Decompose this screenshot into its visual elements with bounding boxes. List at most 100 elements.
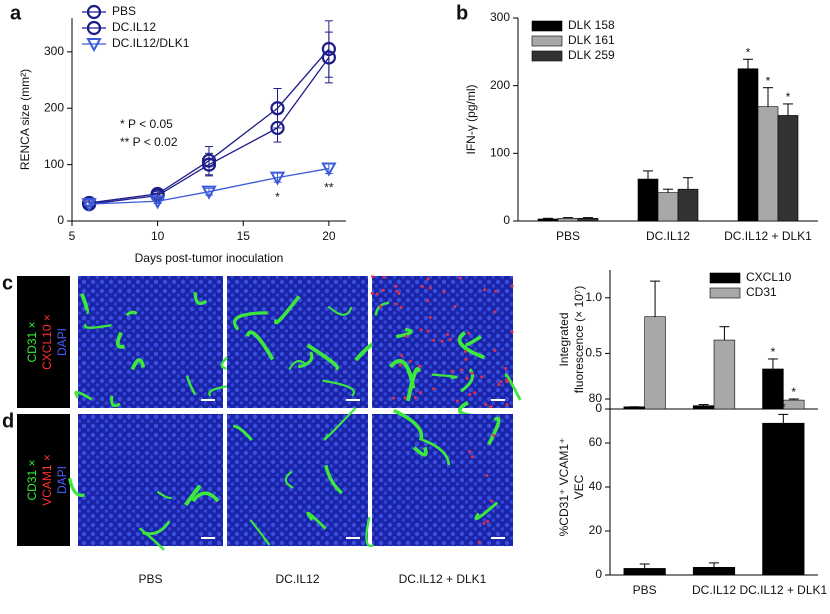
vessel [193, 292, 208, 306]
vessel [249, 519, 271, 546]
bar [677, 188, 699, 222]
error-bar [683, 177, 693, 190]
point-marker [201, 157, 217, 172]
red-signal [391, 396, 395, 400]
legend-label: CD31 [746, 285, 777, 299]
vessel [232, 424, 253, 442]
bar [692, 405, 715, 410]
error-bar [783, 103, 793, 116]
red-signal [403, 396, 407, 400]
column-label: DC.IL12 [275, 572, 319, 586]
x-tick-label: DC.IL12 + DLK1 [724, 229, 812, 243]
red-signal [510, 284, 514, 288]
point-marker [81, 198, 97, 213]
red-signal [480, 375, 484, 379]
legend-label: PBS [112, 4, 136, 18]
point-marker [149, 195, 166, 210]
red-signal [477, 540, 481, 544]
bar [692, 566, 736, 576]
red-signal [489, 499, 493, 503]
vessel [220, 356, 229, 370]
red-signal [505, 403, 509, 407]
significance-marker: * [791, 385, 796, 399]
bar [777, 115, 799, 222]
red-signal [453, 305, 457, 309]
significance-marker: * [275, 190, 280, 204]
y-tick-label: 40 [589, 479, 603, 493]
vessel [392, 408, 424, 442]
point-marker [269, 171, 286, 186]
y-tick-label: 60 [589, 435, 603, 449]
stain-label: DAPI [55, 466, 69, 494]
x-tick-label: DC.IL12 [646, 229, 690, 243]
x-tick-label: 5 [69, 229, 76, 243]
x-tick-label: 20 [322, 229, 336, 243]
red-signal [458, 276, 462, 280]
stain-label: CXCL10 × [40, 314, 54, 370]
vessel [156, 490, 173, 500]
y-tick-label: 300 [44, 44, 64, 58]
point-marker [321, 50, 336, 65]
vessel [185, 375, 197, 396]
x-tick-label: PBS [556, 229, 580, 243]
vessel [487, 416, 501, 446]
y-tick-label: 80 [589, 391, 603, 405]
y-tick-label: 200 [44, 100, 64, 114]
vessel [138, 527, 165, 551]
bar [762, 422, 805, 576]
vessel [474, 501, 499, 521]
red-signal [467, 331, 471, 335]
vessel [405, 367, 422, 402]
vessel [233, 311, 268, 331]
red-signal [450, 369, 454, 373]
vessel [422, 438, 451, 466]
red-signal [418, 364, 422, 368]
error-bar [719, 326, 730, 341]
bar [577, 217, 599, 222]
vessel [323, 407, 357, 441]
stain-label: DAPI [55, 328, 69, 356]
vessel [504, 373, 522, 401]
point-marker [201, 185, 217, 200]
legend-label: DC.IL12 [112, 20, 156, 34]
red-signal [493, 310, 497, 314]
legend-swatch [531, 20, 563, 32]
significance-marker: * [786, 90, 791, 104]
significance-marker: * [781, 401, 786, 415]
micrograph-background [372, 414, 513, 546]
red-signal [504, 366, 508, 370]
legend-label: DC.IL12/DLK1 [112, 36, 190, 50]
y-tick-label: 200 [490, 78, 510, 92]
legend-swatch [709, 287, 741, 299]
red-signal [465, 376, 469, 380]
bar [657, 192, 679, 222]
note: ** P < 0.02 [120, 135, 178, 149]
error-bar [743, 58, 753, 69]
error-bar [663, 188, 673, 193]
vessel [327, 305, 353, 316]
red-signal [494, 289, 498, 293]
vessel [465, 335, 482, 347]
error-bar [778, 413, 789, 424]
legend-label: DLK 259 [568, 48, 615, 62]
y-tick-label: 20 [589, 523, 603, 537]
red-signal [446, 332, 450, 336]
y-axis-label: RENCA size (mm²) [18, 69, 32, 170]
red-signal [510, 330, 514, 334]
vessel [460, 368, 474, 393]
vessel [130, 358, 146, 371]
red-signal [381, 288, 385, 292]
y-tick-label: 0.5 [585, 346, 602, 360]
red-signal [428, 316, 432, 320]
red-signal [404, 334, 408, 338]
stain-label-box [17, 276, 70, 408]
red-signal [483, 288, 487, 292]
red-signal [432, 387, 436, 391]
red-signal [473, 391, 477, 395]
x-tick-label: 10 [151, 229, 165, 243]
red-signal [400, 354, 404, 358]
vessel [284, 470, 294, 489]
red-signal [470, 455, 474, 459]
